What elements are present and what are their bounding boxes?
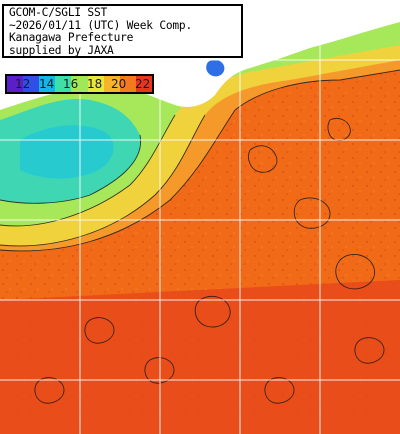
legend-label-20: 20 [111,77,127,91]
legend-color-1 [23,76,40,92]
legend-label-18: 18 [87,77,103,91]
title-date: ~2026/01/11 (UTC) Week Comp. [9,18,192,32]
legend-color-5 [87,76,104,92]
color-scale-bar [5,74,154,94]
legend-color-7 [119,76,136,92]
coldest-water [20,125,114,179]
legend-color-2 [39,76,56,92]
legend-label-22: 22 [135,77,151,91]
title-credit: supplied by JAXA [9,43,114,57]
legend-color-3 [55,76,72,92]
hot-water [0,280,400,434]
legend-color-6 [103,76,120,92]
legend-label-14: 14 [39,77,55,91]
legend-color-0 [7,76,24,92]
title-box: GCOM-C/SGLI SST ~2026/01/11 (UTC) Week C… [2,4,243,58]
legend-label-16: 16 [63,77,79,91]
color-scale-labels: 12 14 16 18 20 22 [5,74,154,94]
legend-color-4 [71,76,88,92]
contours [0,69,400,404]
legend-color-8 [135,76,152,92]
inlet [206,59,225,77]
legend-label-12: 12 [15,77,31,91]
title-sensor: GCOM-C/SGLI SST [9,6,108,19]
title-region: Kanagawa Prefecture [9,31,134,44]
